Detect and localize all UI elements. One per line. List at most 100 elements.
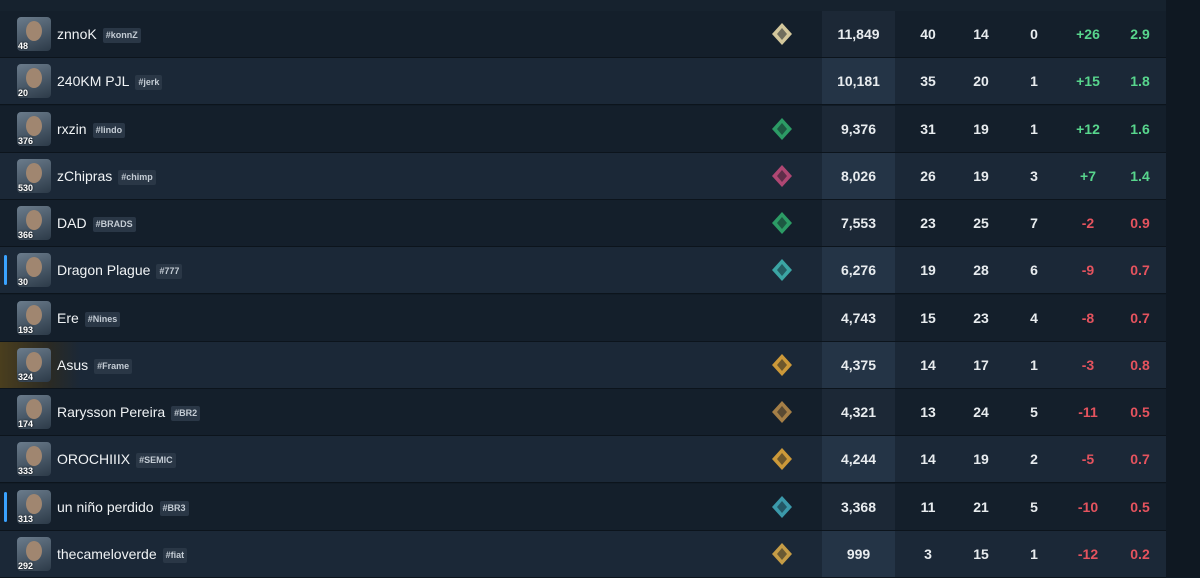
kd-cell: 1.6 (1130, 120, 1150, 137)
account-level: 313 (18, 513, 34, 524)
rank-icon (772, 164, 792, 187)
player-name: znnoK #konnZ (57, 11, 141, 57)
account-level: 30 (18, 277, 29, 288)
diff-cell: -10 (1077, 498, 1099, 515)
player-tag: #BRADS (92, 217, 136, 232)
kd-cell: 0.8 (1130, 356, 1150, 373)
k-cell: 26 (920, 167, 936, 184)
a-cell: 1 (1030, 356, 1038, 373)
acs-cell: 4,375 (822, 341, 895, 388)
party-marker (4, 491, 7, 522)
player-row: 48 znnoK #konnZ 11,849 40 14 0 +26 2.9 (0, 11, 1166, 58)
agent-avatar (17, 489, 51, 524)
player-row: 174 Rarysson Pereira #BR2 4,321 13 24 5 -11 0.5 (0, 389, 1166, 436)
player-tag: #BR2 (171, 406, 201, 421)
kd-cell: 1.4 (1130, 167, 1150, 184)
account-level: 48 (18, 41, 29, 51)
k-cell: 13 (920, 404, 936, 420)
player-name: zChipras #chimp (57, 153, 156, 199)
acs-cell: 10,181 (822, 58, 895, 105)
d-cell: 19 (973, 120, 989, 137)
rank-icon (772, 117, 792, 140)
account-level: 333 (18, 466, 34, 477)
d-cell: 20 (973, 73, 989, 90)
diff-cell: +12 (1076, 120, 1100, 137)
player-tag: #777 (156, 264, 183, 280)
account-level: 324 (18, 371, 34, 382)
diff-cell: +7 (1080, 167, 1096, 184)
a-cell: 5 (1030, 404, 1038, 420)
kd-cell: 0.7 (1130, 309, 1150, 326)
k-cell: 14 (920, 356, 936, 373)
a-cell: 5 (1030, 498, 1038, 515)
player-tag: #lindo (92, 122, 126, 138)
agent-avatar (17, 347, 51, 382)
rank-icon (772, 495, 792, 518)
acs-cell: 3,368 (822, 483, 895, 530)
player-tag: #konnZ (102, 28, 141, 43)
rank-icon (772, 23, 792, 45)
player-name-text: DAD (57, 215, 87, 231)
a-cell: 6 (1030, 262, 1038, 279)
account-level: 174 (18, 419, 34, 429)
a-cell: 4 (1030, 309, 1038, 326)
acs-cell: 4,321 (822, 389, 895, 435)
diff-cell: +15 (1076, 73, 1100, 90)
agent-avatar (17, 111, 51, 146)
agent-avatar (17, 395, 51, 429)
account-level: 193 (18, 324, 34, 335)
k-cell: 3 (924, 545, 932, 562)
player-name-text: thecameloverde (57, 545, 157, 562)
player-row: 193 Ere #Nines 4,743 15 23 4 -8 0.7 (0, 294, 1166, 342)
kd-cell: 1.8 (1130, 73, 1150, 90)
player-name-text: zChipras (57, 167, 113, 184)
diff-cell: -11 (1078, 404, 1098, 420)
player-tag: #chimp (118, 169, 156, 185)
k-cell: 11 (920, 498, 936, 515)
kd-cell: 0.7 (1130, 262, 1150, 279)
d-cell: 15 (973, 545, 989, 562)
d-cell: 14 (973, 26, 989, 42)
k-cell: 23 (920, 215, 936, 231)
player-name: Dragon Plague #777 (57, 247, 183, 293)
player-row: 366 DAD #BRADS 7,553 23 25 7 -2 0.9 (0, 200, 1166, 247)
player-name-text: Ere (57, 309, 79, 326)
a-cell: 1 (1030, 73, 1038, 90)
a-cell: 1 (1030, 120, 1038, 137)
player-name: OROCHIIIX #SEMIC (57, 436, 176, 482)
diff-cell: -12 (1077, 545, 1099, 562)
rank-icon (772, 448, 792, 471)
party-marker (4, 255, 7, 286)
player-name-text: Dragon Plague (57, 262, 151, 279)
diff-cell: -8 (1081, 309, 1095, 326)
player-row: 333 OROCHIIIX #SEMIC 4,244 14 19 2 -5 0.7 (0, 436, 1166, 484)
acs-cell: 999 (822, 530, 895, 577)
a-cell: 3 (1030, 167, 1038, 184)
player-name: Rarysson Pereira #BR2 (57, 389, 201, 435)
d-cell: 21 (973, 498, 989, 515)
player-name: un niño perdido #BR3 (57, 484, 189, 530)
player-name: Ere #Nines (57, 295, 121, 341)
player-row: 324 Asus #Frame 4,375 14 17 1 -3 0.8 (0, 341, 1166, 389)
kd-cell: 0.2 (1130, 545, 1150, 562)
player-name: Asus #Frame (57, 342, 133, 388)
player-row: 292 thecameloverde #fiat 999 3 15 1 -12 0.2 (0, 530, 1166, 578)
agent-avatar (17, 536, 51, 571)
agent-avatar (17, 64, 51, 99)
a-cell: 0 (1030, 26, 1038, 42)
player-row: 20 240KM PJL #jerk 10,181 35 20 1 +15 1.8 (0, 58, 1166, 106)
acs-cell: 8,026 (822, 152, 895, 199)
agent-avatar (17, 300, 51, 335)
d-cell: 19 (973, 451, 989, 468)
agent-avatar (17, 253, 51, 288)
player-tag: #jerk (135, 75, 163, 91)
k-cell: 14 (920, 451, 936, 468)
account-level: 20 (18, 88, 29, 99)
d-cell: 17 (973, 356, 989, 373)
k-cell: 40 (920, 26, 936, 42)
rank-icon (772, 353, 792, 376)
rank-icon (772, 542, 792, 565)
kd-cell: 0.9 (1130, 215, 1150, 231)
player-name: thecameloverde #fiat (57, 531, 188, 577)
diff-cell: -2 (1081, 215, 1095, 231)
